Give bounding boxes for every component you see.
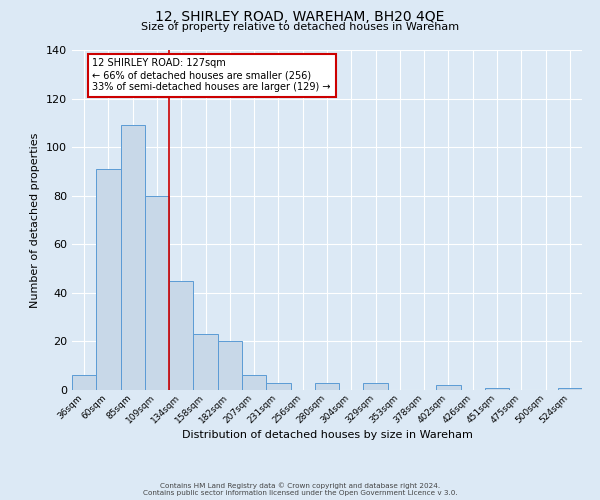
Bar bbox=[96, 169, 121, 390]
Text: Contains HM Land Registry data © Crown copyright and database right 2024.: Contains HM Land Registry data © Crown c… bbox=[160, 482, 440, 489]
Text: Contains public sector information licensed under the Open Government Licence v : Contains public sector information licen… bbox=[143, 490, 457, 496]
Bar bbox=[315, 382, 339, 390]
Bar bbox=[485, 388, 509, 390]
Bar bbox=[169, 280, 193, 390]
Bar bbox=[436, 385, 461, 390]
Bar bbox=[218, 342, 242, 390]
X-axis label: Distribution of detached houses by size in Wareham: Distribution of detached houses by size … bbox=[182, 430, 472, 440]
Bar bbox=[193, 334, 218, 390]
Bar bbox=[266, 382, 290, 390]
Bar bbox=[145, 196, 169, 390]
Text: 12, SHIRLEY ROAD, WAREHAM, BH20 4QE: 12, SHIRLEY ROAD, WAREHAM, BH20 4QE bbox=[155, 10, 445, 24]
Bar bbox=[72, 376, 96, 390]
Bar bbox=[121, 126, 145, 390]
Y-axis label: Number of detached properties: Number of detached properties bbox=[31, 132, 40, 308]
Text: Size of property relative to detached houses in Wareham: Size of property relative to detached ho… bbox=[141, 22, 459, 32]
Text: 12 SHIRLEY ROAD: 127sqm
← 66% of detached houses are smaller (256)
33% of semi-d: 12 SHIRLEY ROAD: 127sqm ← 66% of detache… bbox=[92, 58, 331, 92]
Bar bbox=[242, 376, 266, 390]
Bar bbox=[364, 382, 388, 390]
Bar bbox=[558, 388, 582, 390]
